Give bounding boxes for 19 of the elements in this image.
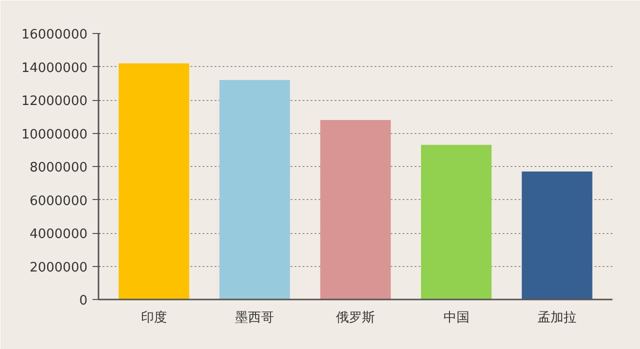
- x-tick-label: 墨西哥: [235, 310, 274, 326]
- y-tick-label: 10000000: [21, 127, 88, 142]
- x-tick-label: 中国: [443, 310, 470, 326]
- bar: [118, 63, 190, 300]
- x-tick-label: 孟加拉: [538, 310, 577, 326]
- y-tick-label: 8000000: [30, 160, 88, 176]
- x-tick-label: 印度: [140, 310, 167, 326]
- y-tick-label: 6000000: [30, 194, 88, 209]
- bar: [421, 144, 492, 300]
- y-tick-label: 0: [79, 294, 88, 308]
- y-tick-label: 4000000: [30, 227, 88, 242]
- y-tick-label: 12000000: [21, 94, 88, 109]
- bar: [522, 171, 592, 300]
- y-tick-label: 2000000: [30, 260, 88, 276]
- y-tick-label: 16000000: [21, 28, 88, 42]
- bar: [320, 120, 391, 300]
- x-tick-label: 俄罗斯: [336, 310, 375, 326]
- bar: [219, 80, 290, 300]
- y-tick-label: 14000000: [21, 60, 88, 76]
